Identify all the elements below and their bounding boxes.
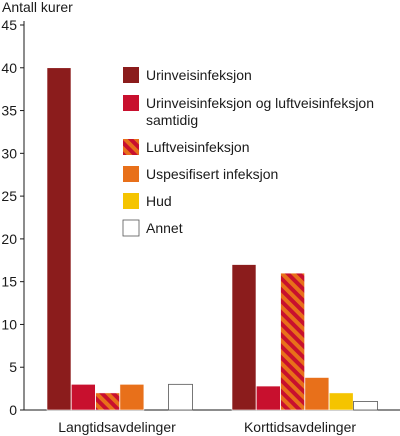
legend-label: Annet	[146, 220, 183, 236]
legend-label: Luftveisinfeksjon	[146, 139, 250, 155]
bar	[353, 401, 378, 411]
x-tick-label: Korttidsavdelinger	[244, 419, 356, 435]
legend-label: Urinveisinfeksjon og luftveisinfeksjon sa…	[146, 95, 374, 128]
y-tick-label: 45	[1, 17, 17, 33]
bar	[231, 264, 257, 411]
bar	[71, 384, 96, 411]
y-axis-label: Antall kurer	[2, 0, 73, 15]
y-tick-label: 15	[1, 274, 17, 290]
y-tick-label: 20	[1, 231, 17, 247]
legend-label: Urinveisinfeksjon	[146, 67, 252, 83]
legend-swatch	[123, 193, 139, 209]
y-tick-label: 40	[1, 60, 17, 76]
y-tick-label: 25	[1, 188, 17, 204]
bar	[46, 67, 72, 411]
bar	[255, 385, 281, 411]
legend-label: Uspesifisert infeksjon	[146, 166, 278, 182]
legend-swatch	[123, 67, 139, 83]
legend-swatch	[123, 95, 139, 111]
legend-swatch	[123, 166, 139, 182]
bar	[328, 392, 354, 411]
y-tick-label: 5	[9, 359, 17, 375]
bar	[168, 383, 193, 411]
x-tick-label: Langtidsavdelinger	[58, 419, 176, 435]
y-tick-label: 30	[1, 145, 17, 161]
y-tick-label: 10	[1, 316, 17, 332]
legend-swatch	[122, 219, 140, 237]
bar	[119, 384, 145, 411]
bar	[280, 272, 305, 411]
legend-label: Hud	[146, 193, 172, 209]
y-tick-label: 35	[1, 103, 17, 119]
y-tick-label: 0	[9, 402, 17, 418]
legend-swatch	[123, 139, 139, 155]
bar	[304, 377, 330, 411]
bar	[95, 392, 120, 411]
